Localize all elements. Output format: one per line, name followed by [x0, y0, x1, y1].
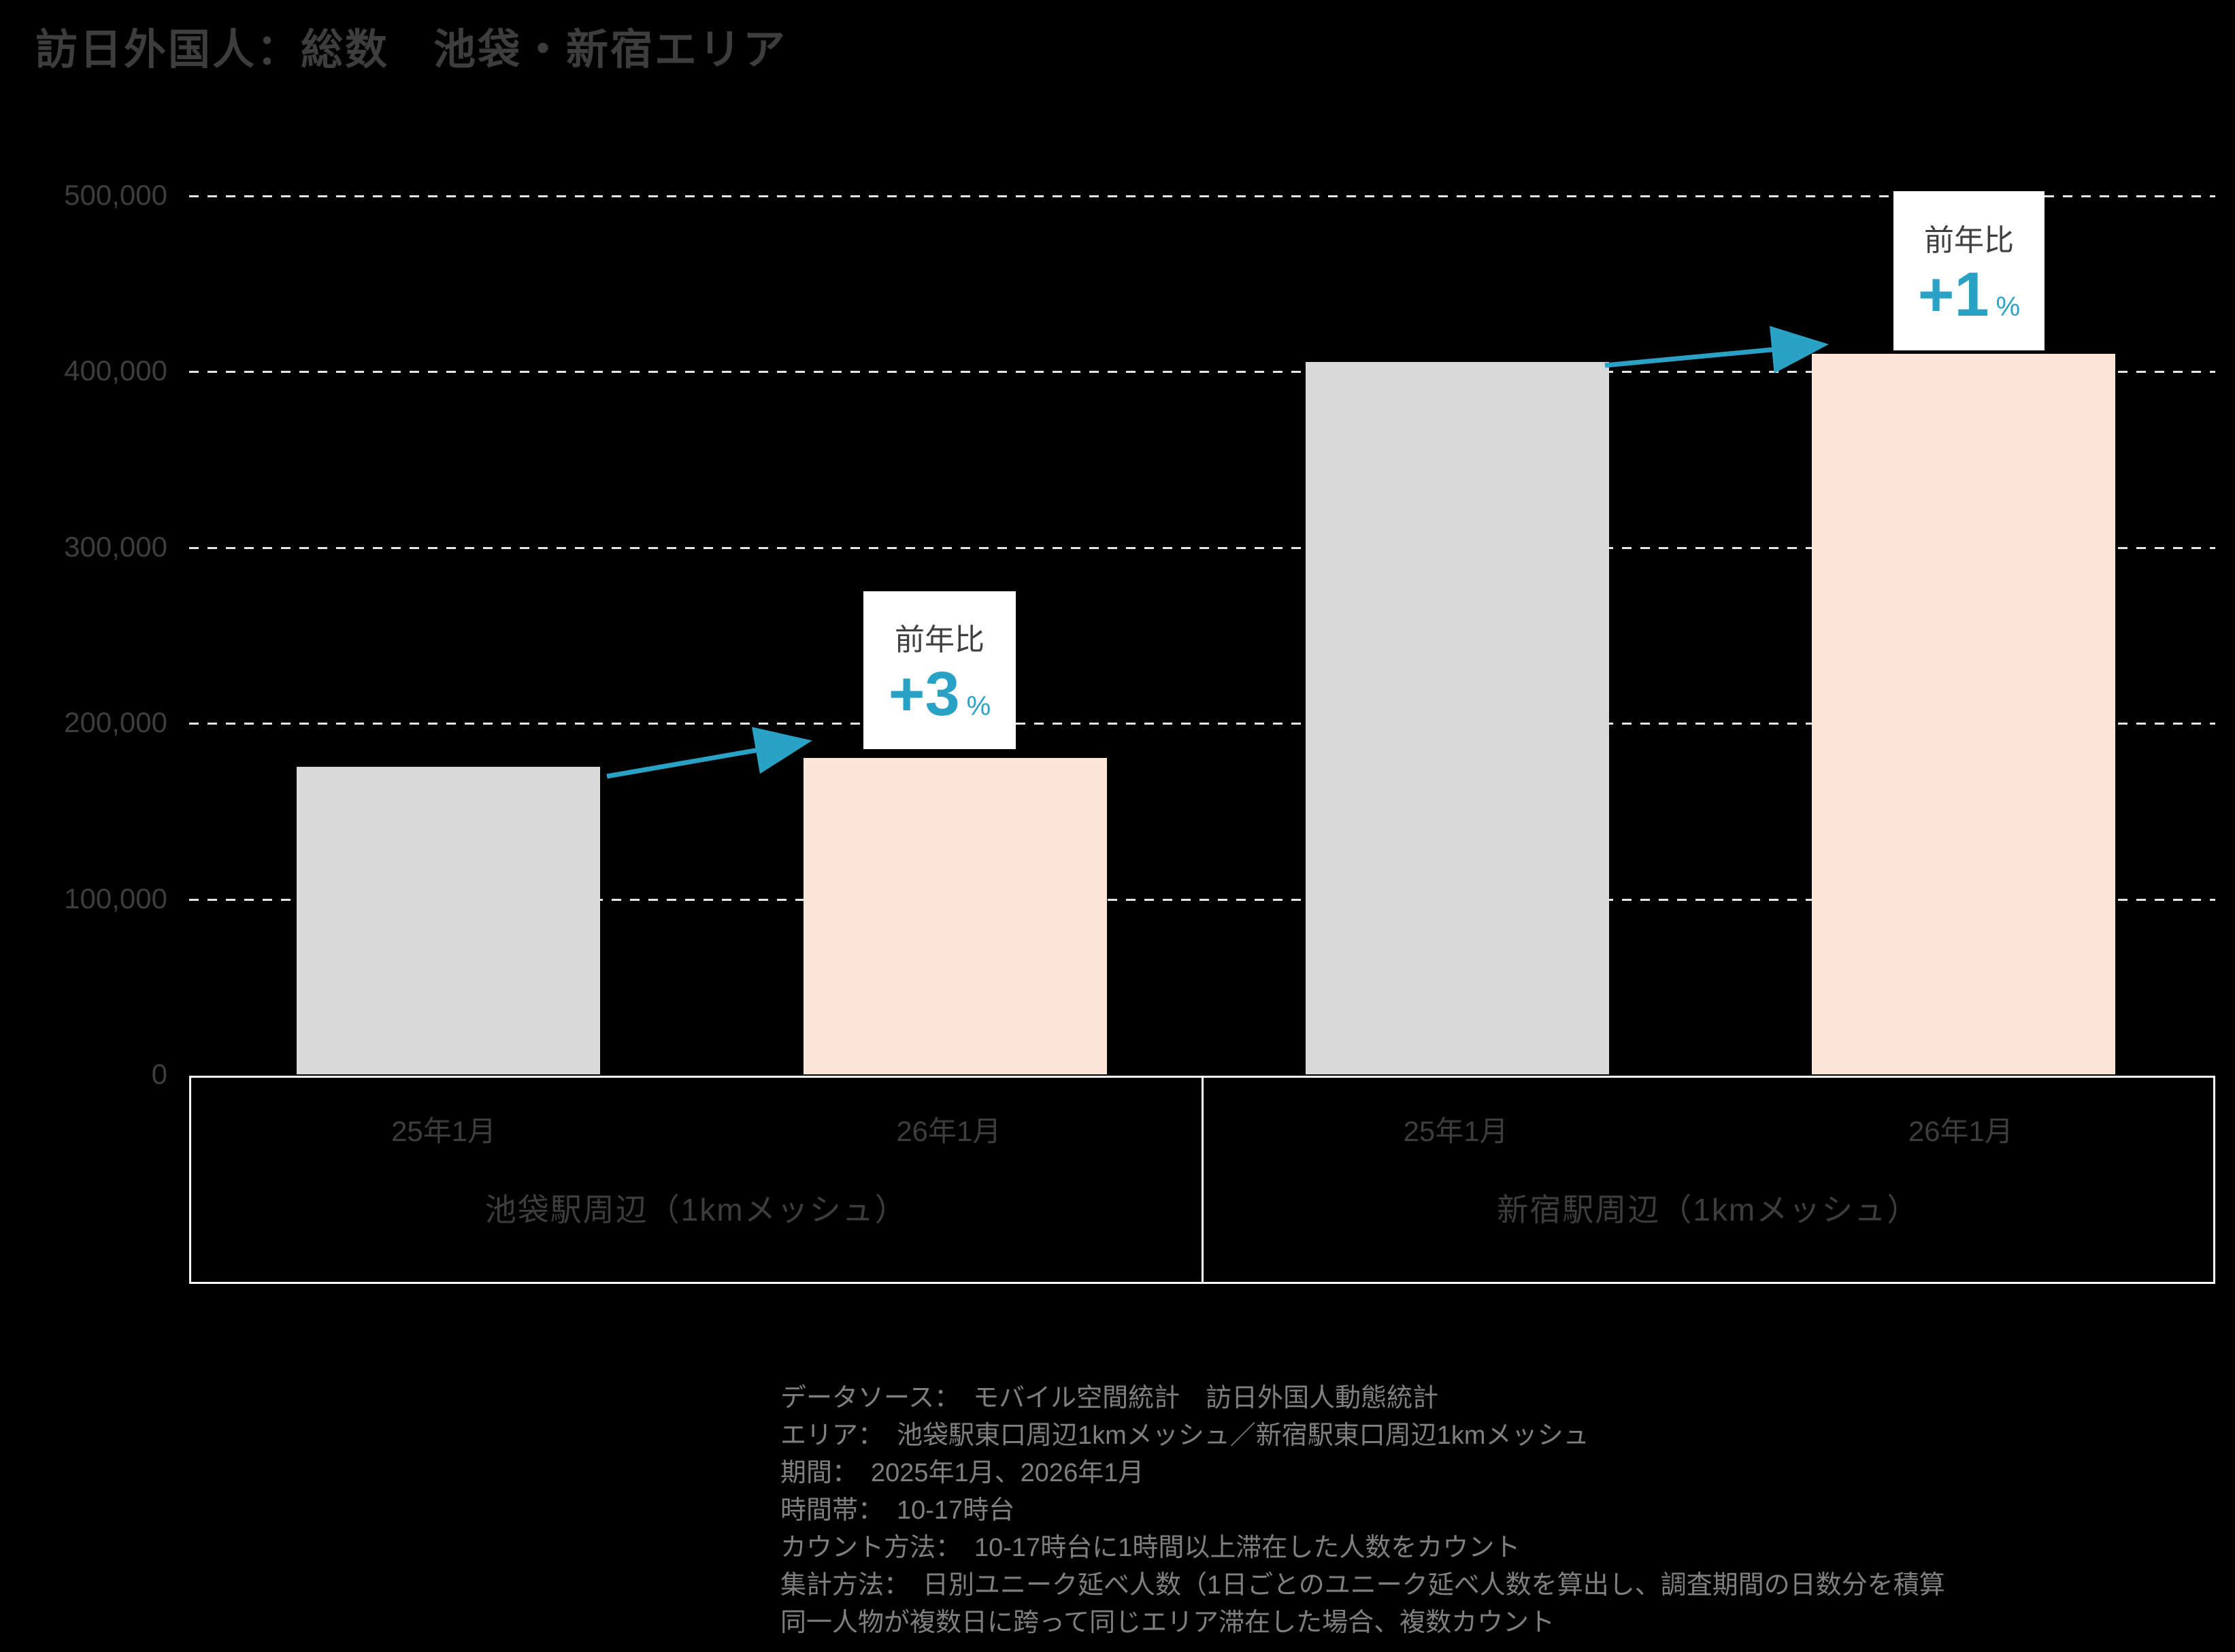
footer-line: 期間： 2025年1月、2026年1月	[780, 1459, 1144, 1487]
category-label: 25年1月	[1403, 1115, 1508, 1147]
footer-line: 同一人物が複数日に跨って同じエリア滞在した場合、複数カウント	[780, 1608, 1555, 1637]
bar-26年1月	[1812, 354, 2115, 1074]
yoy-unit: %	[966, 691, 991, 721]
yoy-value: +3	[888, 659, 960, 729]
bar-26年1月	[804, 758, 1107, 1074]
axis-group-ikebukuro: 25年1月 26年1月 池袋駅周辺（1kmメッシュ）	[191, 1078, 1202, 1282]
footer-notes: データソース： モバイル空間統計 訪日外国人動態統計エリア： 池袋駅東口周辺1k…	[780, 1380, 1945, 1642]
category-label: 25年1月	[391, 1115, 497, 1147]
yoy-annotation-shinjuku: 前年比 +1 %	[1893, 191, 2044, 350]
yoy-arrow-ikebukuro	[606, 727, 812, 779]
footer-line: 時間帯： 10-17時台	[780, 1496, 1015, 1525]
y-axis: 0 100,000 200,000 300,000 400,000 500,000	[0, 0, 167, 1652]
bar-25年1月	[1306, 362, 1609, 1074]
footer-line: カウント方法： 10-17時台に1時間以上滞在した人数をカウント	[780, 1534, 1521, 1562]
plot-area	[189, 195, 2215, 1074]
gridline	[189, 723, 2215, 725]
footer-line: エリア： 池袋駅東口周辺1kmメッシュ／新宿駅東口周辺1kmメッシュ	[780, 1421, 1589, 1450]
yoy-value-row: +3 %	[889, 663, 991, 725]
page-title: 訪日外国人：総数 池袋・新宿エリア	[35, 27, 788, 73]
yoy-label: 前年比	[1924, 224, 2014, 257]
bar-25年1月	[297, 767, 600, 1074]
y-axis-tick-label: 400,000	[64, 354, 167, 387]
footer-line: データソース： モバイル空間統計 訪日外国人動態統計	[780, 1384, 1439, 1413]
gridline	[189, 546, 2215, 549]
group-label-ikebukuro: 池袋駅周辺（1kmメッシュ）	[484, 1192, 908, 1227]
y-axis-tick-label: 300,000	[64, 530, 167, 563]
yoy-label: 前年比	[895, 623, 984, 657]
axis-group-shinjuku: 25年1月 26年1月 新宿駅周辺（1kmメッシュ）	[1201, 1078, 2214, 1282]
x-axis-box: 25年1月 26年1月 池袋駅周辺（1kmメッシュ） 25年1月 26年1月 新…	[189, 1076, 2215, 1284]
category-row: 25年1月 26年1月	[191, 1108, 1202, 1150]
y-axis-tick-label: 200,000	[64, 706, 167, 739]
yoy-annotation-ikebukuro: 前年比 +3 %	[863, 591, 1016, 749]
category-label: 26年1月	[1908, 1115, 2013, 1147]
category-label: 26年1月	[896, 1115, 1001, 1147]
gridline	[189, 195, 2215, 197]
gridline	[189, 898, 2215, 901]
yoy-value: +1	[1917, 260, 1989, 329]
y-axis-tick-label: 0	[151, 1058, 167, 1090]
yoy-arrow-shinjuku	[1604, 326, 1829, 374]
group-label-shinjuku: 新宿駅周辺（1kmメッシュ）	[1497, 1192, 1920, 1227]
y-axis-tick-label: 500,000	[64, 179, 167, 211]
yoy-unit: %	[1996, 292, 2021, 322]
y-axis-tick-label: 100,000	[64, 882, 167, 914]
footer-line: 集計方法： 日別ユニーク延べ人数（1日ごとのユニーク延べ人数を算出し、調査期間の…	[780, 1571, 1945, 1600]
yoy-value-row: +1 %	[1918, 263, 2020, 326]
category-row: 25年1月 26年1月	[1204, 1108, 2214, 1150]
gridline	[189, 371, 2215, 374]
